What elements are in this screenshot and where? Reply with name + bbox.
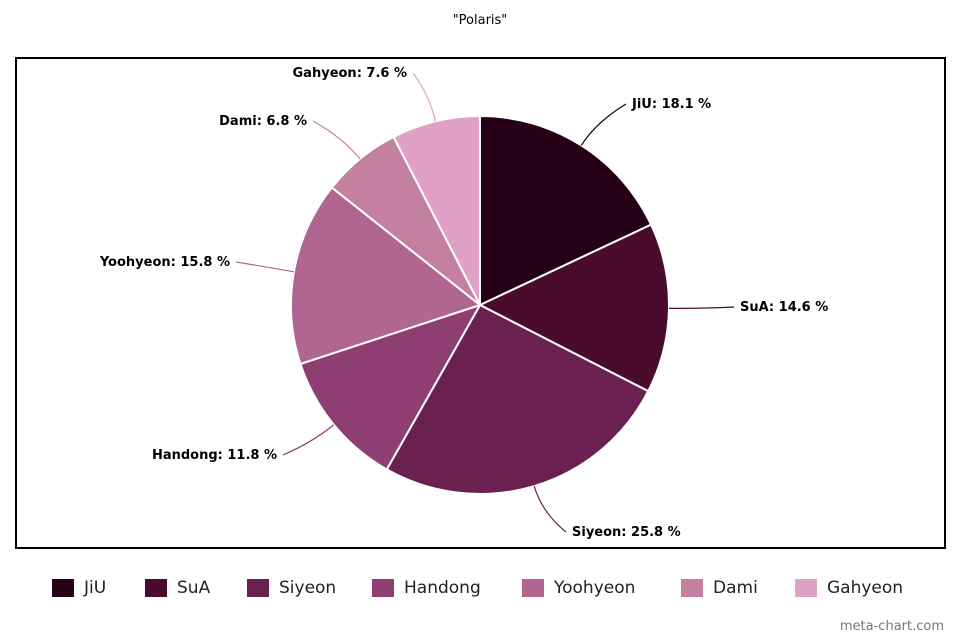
- legend-label: SuA: [177, 578, 211, 598]
- legend-label: Gahyeon: [827, 578, 904, 598]
- chart-title: "Polaris": [452, 13, 508, 28]
- legend-swatch: [795, 579, 817, 597]
- data-label: Yoohyeon: 15.8 %: [99, 255, 230, 270]
- data-label: Gahyeon: 7.6 %: [293, 66, 407, 81]
- pie-slice-handong[interactable]: [299, 303, 483, 471]
- legend-item[interactable]: Handong: [372, 578, 481, 598]
- legend-swatch: [522, 579, 544, 597]
- leader-line: [580, 103, 627, 146]
- legend-item[interactable]: Siyeon: [247, 578, 336, 598]
- legend-item[interactable]: JiU: [52, 578, 106, 598]
- data-label: SuA: 14.6 %: [740, 300, 828, 315]
- leader-line: [533, 485, 567, 533]
- credit[interactable]: meta-chart.com: [839, 619, 944, 634]
- legend-item[interactable]: Gahyeon: [795, 578, 903, 598]
- legend: JiU SuA Siyeon Handong Yoohyeon Dami Gahyeon: [0, 578, 960, 602]
- legend-item[interactable]: Dami: [681, 578, 758, 598]
- legend-label: JiU: [84, 578, 107, 598]
- legend-item[interactable]: SuA: [145, 578, 210, 598]
- legend-swatch: [247, 579, 269, 597]
- data-label: Siyeon: 25.8 %: [572, 525, 681, 540]
- leader-line: [235, 261, 295, 273]
- leader-line: [412, 72, 437, 122]
- pie-slice-jiu[interactable]: [479, 114, 653, 307]
- legend-swatch: [681, 579, 703, 597]
- legend-swatch: [52, 579, 74, 597]
- legend-swatch: [145, 579, 167, 597]
- plot-frame: [15, 57, 946, 549]
- legend-label: Handong: [404, 578, 481, 598]
- leader-line: [282, 424, 335, 456]
- data-label: Dami: 6.8 %: [219, 114, 307, 129]
- leader-line: [668, 306, 735, 309]
- legend-swatch: [372, 579, 394, 597]
- legend-label: Yoohyeon: [554, 578, 636, 598]
- pie-slice-siyeon[interactable]: [385, 303, 650, 495]
- data-label: JiU: 18.1 %: [631, 97, 711, 112]
- leader-line: [312, 120, 361, 160]
- legend-item[interactable]: Yoohyeon: [522, 578, 635, 598]
- data-label: Handong: 11.8 %: [152, 448, 277, 463]
- legend-label: Siyeon: [279, 578, 337, 598]
- legend-label: Dami: [713, 578, 758, 598]
- pie-slice-yoohyeon[interactable]: [290, 186, 483, 366]
